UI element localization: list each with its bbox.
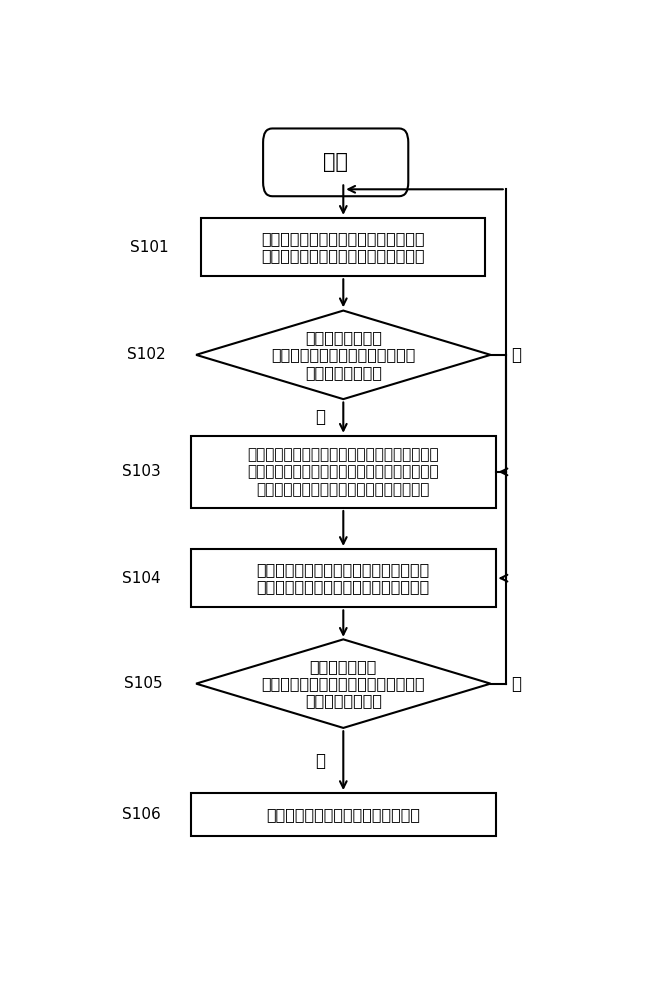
Text: 定时地获取换热器中的冷凝水温度和空调
冷凝水回收利用装置所处环境的环境温度: 定时地获取换热器中的冷凝水温度和空调 冷凝水回收利用装置所处环境的环境温度 <box>257 562 430 594</box>
Text: S105: S105 <box>124 676 163 691</box>
Text: 是: 是 <box>316 408 326 426</box>
Text: S103: S103 <box>122 464 160 479</box>
Text: 环境温度与换热
器中的冷凝水温度的差值是否小于等于
第一预设温度阈值: 环境温度与换热 器中的冷凝水温度的差值是否小于等于 第一预设温度阈值 <box>261 659 425 709</box>
Text: S101: S101 <box>130 240 168 255</box>
Text: 否: 否 <box>511 675 521 693</box>
Polygon shape <box>196 639 491 728</box>
Polygon shape <box>196 311 491 399</box>
Text: 否: 否 <box>511 346 521 364</box>
Text: S104: S104 <box>122 571 160 586</box>
Text: S102: S102 <box>127 347 166 362</box>
Text: 促使换热器中的冷凝水排放至储水箱: 促使换热器中的冷凝水排放至储水箱 <box>267 807 421 822</box>
Bar <box>191 793 496 836</box>
Text: 开始: 开始 <box>323 152 348 172</box>
Bar <box>191 549 496 607</box>
Text: 促使保温水箱内的至少部分冷凝水作为冷媒流入
换热器中，从而使得冷凝水与空调冷凝水回收利
用装置所处环境的环境空气之间进行热交换: 促使保温水箱内的至少部分冷凝水作为冷媒流入 换热器中，从而使得冷凝水与空调冷凝水… <box>248 447 439 497</box>
FancyBboxPatch shape <box>263 128 408 196</box>
Bar <box>201 218 485 276</box>
Text: 获取保温水箱中的冷凝水温度和空调冷
凝水回收利用装置所处环境的环境温度: 获取保温水箱中的冷凝水温度和空调冷 凝水回收利用装置所处环境的环境温度 <box>261 231 425 263</box>
Text: S106: S106 <box>122 807 160 822</box>
Bar <box>191 436 496 508</box>
Text: 是: 是 <box>316 752 326 770</box>
Text: 环境温度与保温水
箱中的冷凝水温度的差值是否大于
第一预设温度阈值: 环境温度与保温水 箱中的冷凝水温度的差值是否大于 第一预设温度阈值 <box>271 330 415 380</box>
